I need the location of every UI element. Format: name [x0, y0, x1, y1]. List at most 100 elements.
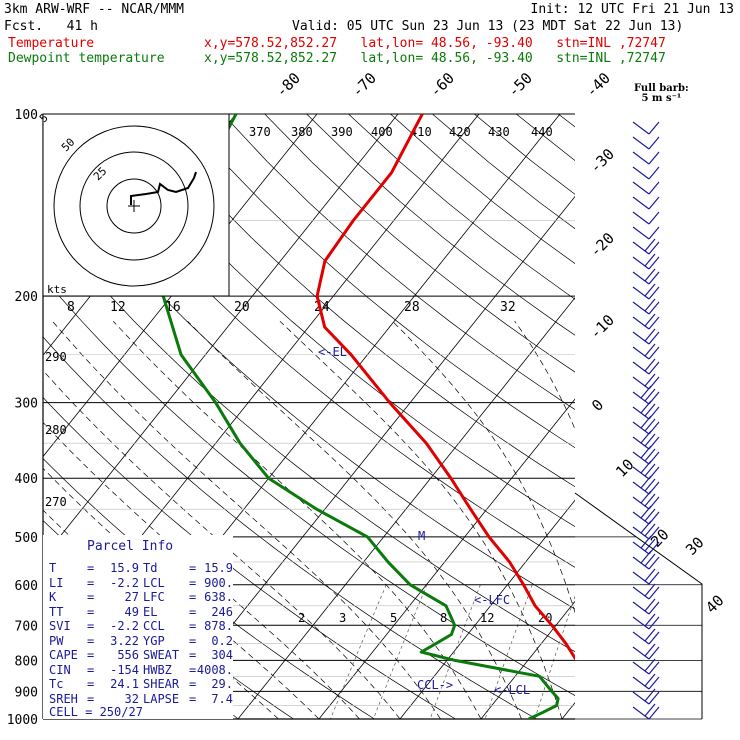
isotherm-label: 0: [588, 396, 607, 415]
wind-barb: [632, 688, 660, 705]
wind-barb: [632, 598, 660, 615]
parcel-label: SHEAR: [143, 677, 180, 691]
parcel-equals: =: [189, 575, 197, 590]
barb-flag: [644, 328, 656, 342]
parcel-label: T: [49, 561, 57, 575]
barb-flag: [648, 646, 660, 660]
barb-staff: [632, 646, 650, 660]
barb-flag: [640, 505, 652, 519]
barb-flag: [644, 433, 656, 447]
barb-flag: [648, 706, 660, 720]
parcel-value: -2.2: [110, 575, 139, 590]
barb-flag: [640, 385, 652, 399]
parcel-equals: =: [189, 648, 197, 662]
parcel-value: 246: [211, 604, 233, 619]
barb-flag: [640, 475, 652, 489]
parcel-value: 3.22: [110, 633, 139, 648]
barb-flag: [640, 415, 652, 429]
dry-adiabat-line: [306, 114, 575, 336]
dry-adiabat-line: [642, 114, 740, 719]
barb-flag: [648, 286, 660, 300]
barb-flag: [644, 253, 656, 267]
hodograph-ring: [106, 178, 162, 234]
parcel-value: 4008.: [196, 662, 233, 677]
wind-barb: [632, 505, 660, 525]
mixing-ratio-label: 8: [440, 611, 447, 625]
parcel-row: TT = 49 EL = 246: [49, 605, 233, 620]
hodograph-ring: [53, 125, 215, 287]
wind-barb: [632, 328, 660, 345]
isotherm-label: -40: [582, 69, 614, 101]
moist-adiabat-line: [709, 321, 724, 719]
barb-flag: [648, 256, 660, 270]
wind-barb: [632, 583, 660, 600]
isotherm-label: -10: [586, 311, 618, 343]
barb-flag: [648, 661, 660, 675]
wind-barb: [632, 136, 660, 150]
barb-staff: [632, 331, 650, 345]
parcel-equals: =: [87, 561, 95, 575]
parcel-label: SWEAT: [143, 648, 180, 662]
mixing-ratio-line: [373, 584, 428, 719]
barb-staff: [632, 706, 650, 720]
isotherm-label: -70: [348, 69, 380, 101]
barb-flag: [644, 268, 656, 282]
m-marker: M: [418, 529, 425, 543]
barb-flag: [648, 181, 660, 195]
parcel-equals: =: [87, 575, 95, 590]
barb-flag: [648, 151, 660, 165]
moist-adiabat-line: [514, 320, 575, 431]
parcel-label: CIN: [49, 662, 71, 677]
wind-barb: [632, 121, 660, 135]
barb-staff: [632, 136, 650, 150]
wind-barb: [632, 385, 660, 405]
wind-barb: [632, 475, 660, 495]
parcel-equals: =: [189, 691, 197, 706]
barb-flag: [644, 643, 656, 657]
wind-barb: [632, 628, 660, 645]
isotherm-line: [643, 114, 740, 719]
pressure-tick-label: 700: [15, 619, 38, 634]
barb-flag: [640, 550, 652, 564]
barb-flag: [648, 316, 660, 330]
parcel-value: 27: [124, 590, 139, 604]
mixing-ratio-label: 3: [339, 611, 346, 625]
barb-flag: [644, 493, 656, 507]
parcel-value: -154: [110, 662, 139, 677]
forecast-hour: Fcst. 41 h: [4, 19, 98, 34]
parcel-equals: =: [189, 590, 197, 604]
wind-barb: [632, 535, 660, 555]
parcel-row: PW = 3.22 YGP = 0.2: [49, 634, 233, 649]
barb-flag: [644, 298, 656, 312]
parcel-label: CCL: [143, 619, 165, 633]
mixing-ratio-line: [330, 584, 387, 719]
mixing-ratio-label: 2: [298, 611, 305, 625]
parcel-equals: =: [87, 633, 95, 648]
wind-barb: [632, 298, 660, 315]
barb-flag: [648, 301, 660, 315]
parcel-value: 878.: [204, 619, 233, 633]
parcel-value: 7.4: [211, 691, 233, 706]
kts-label: kts: [47, 283, 67, 296]
barb-flag: [644, 508, 656, 522]
wind-barb: [632, 673, 660, 690]
barb-staff: [632, 691, 650, 705]
parcel-label: LAPSE: [143, 691, 180, 706]
barb-flag: [648, 601, 660, 615]
parcel-equals: =: [189, 619, 197, 633]
barb-flag: [644, 478, 656, 492]
parcel-label: Td: [143, 561, 158, 575]
lcl-marker: <-LCL: [494, 683, 530, 697]
barb-flag: [644, 283, 656, 297]
theta-label: 290: [45, 350, 67, 364]
wind-barb: [632, 643, 660, 660]
parcel-label: YGP: [143, 633, 165, 648]
parcel-equals: =: [189, 633, 197, 648]
pressure-tick-label: 500: [15, 531, 38, 546]
parcel-value: 24.1: [110, 677, 139, 691]
dry-adiabat-line: [264, 114, 575, 373]
wind-barb: [632, 268, 660, 285]
isotherm-label: -20: [586, 229, 618, 261]
wind-barb: [632, 238, 660, 255]
barb-flag: [644, 418, 656, 432]
